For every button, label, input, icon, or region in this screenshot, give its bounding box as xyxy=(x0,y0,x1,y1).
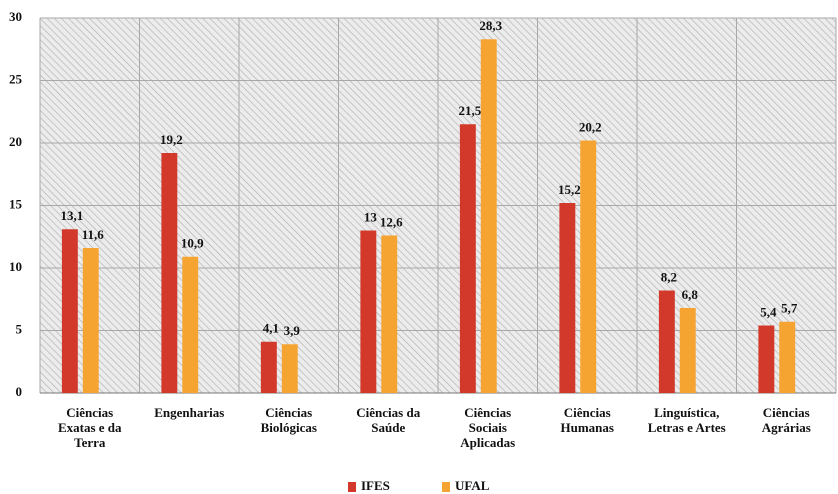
bar xyxy=(459,124,476,393)
bar xyxy=(679,308,696,393)
x-tick-label: Ciências Biológicas xyxy=(260,405,317,435)
x-tick-label: Linguística, Letras e Artes xyxy=(647,405,726,435)
x-tick-label: Ciências Agrárias xyxy=(761,405,811,435)
bar xyxy=(360,230,377,393)
legend-label: UFAL xyxy=(455,478,490,493)
x-tick-label: Ciências Sociais Aplicadas xyxy=(460,405,516,450)
data-label: 3,9 xyxy=(284,323,301,338)
x-tick-label: Ciências Exatas e da Terra xyxy=(57,405,122,450)
bar xyxy=(779,321,796,393)
x-tick-label: Ciências Humanas xyxy=(560,405,614,435)
data-label: 13 xyxy=(364,209,378,224)
data-label: 4,1 xyxy=(263,321,279,336)
data-label: 10,9 xyxy=(181,236,204,251)
data-label: 12,6 xyxy=(380,214,403,229)
legend-label: IFES xyxy=(361,478,390,493)
data-label: 5,7 xyxy=(781,301,798,316)
legend-swatch xyxy=(348,482,356,492)
bar xyxy=(281,344,298,393)
data-label: 20,2 xyxy=(579,119,602,134)
y-tick-label: 30 xyxy=(9,9,22,24)
data-label: 21,5 xyxy=(458,103,481,118)
x-tick-label: Engenharias xyxy=(154,405,225,420)
bar xyxy=(61,229,78,393)
data-label: 8,2 xyxy=(661,269,677,284)
y-tick-label: 15 xyxy=(9,196,23,211)
bar xyxy=(161,153,178,393)
y-tick-label: 5 xyxy=(16,321,23,336)
data-label: 13,1 xyxy=(60,208,83,223)
data-label: 6,8 xyxy=(682,287,699,302)
y-tick-label: 25 xyxy=(9,71,23,86)
bar xyxy=(758,325,775,393)
legend-swatch xyxy=(442,482,450,492)
data-label: 5,4 xyxy=(760,304,777,319)
bar xyxy=(658,290,675,393)
y-tick-label: 0 xyxy=(16,384,23,399)
data-label: 28,3 xyxy=(479,18,502,33)
bar xyxy=(580,140,597,393)
bar xyxy=(381,235,398,393)
data-label: 15,2 xyxy=(558,182,581,197)
bar xyxy=(182,256,199,393)
bar xyxy=(559,203,576,393)
y-tick-label: 20 xyxy=(9,134,22,149)
data-label: 11,6 xyxy=(82,227,105,242)
x-tick-label: Ciências da Saúde xyxy=(356,405,421,435)
bar xyxy=(82,248,99,393)
data-label: 19,2 xyxy=(160,132,183,147)
bar xyxy=(480,39,497,393)
bar xyxy=(260,341,277,393)
y-tick-label: 10 xyxy=(9,259,22,274)
